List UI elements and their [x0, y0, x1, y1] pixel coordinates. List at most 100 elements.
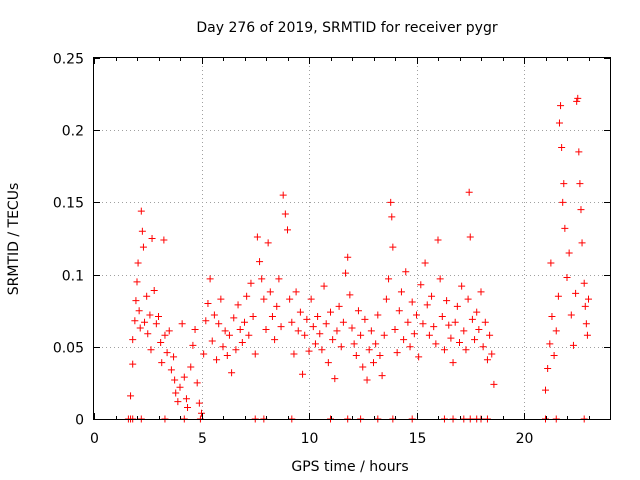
data-point	[241, 318, 248, 326]
data-point	[327, 308, 334, 316]
data-point	[372, 340, 380, 348]
data-point	[361, 315, 369, 323]
data-point	[548, 312, 556, 320]
data-point	[367, 327, 375, 335]
data-point	[195, 399, 203, 407]
data-point	[129, 360, 137, 368]
data-point	[150, 286, 158, 294]
data-point	[135, 307, 143, 315]
data-point	[559, 198, 567, 206]
data-point	[219, 343, 227, 351]
data-point	[585, 295, 592, 303]
data-point	[408, 298, 416, 306]
data-point	[354, 307, 362, 315]
data-point	[544, 364, 552, 372]
x-tick-label: 5	[198, 431, 207, 447]
data-point	[213, 356, 221, 364]
data-point	[453, 302, 461, 310]
data-point	[380, 331, 388, 339]
data-point	[582, 320, 590, 328]
data-point	[307, 295, 315, 303]
data-point	[238, 338, 246, 346]
data-point	[430, 323, 438, 331]
data-point	[490, 380, 498, 388]
data-point	[578, 239, 586, 247]
data-point	[473, 308, 481, 316]
y-tick-label: 0.1	[62, 269, 84, 285]
y-tick-label: 0.2	[62, 124, 84, 140]
data-point	[580, 279, 588, 287]
data-point	[419, 320, 427, 328]
data-point	[464, 295, 472, 303]
data-point	[471, 336, 479, 344]
data-point	[210, 311, 218, 319]
data-point	[567, 311, 575, 319]
data-point	[148, 235, 156, 242]
data-point	[583, 331, 591, 339]
data-point	[477, 288, 485, 296]
data-point	[200, 350, 208, 358]
data-point	[348, 324, 356, 332]
data-point	[577, 206, 585, 214]
data-point	[174, 398, 182, 406]
data-point	[141, 318, 149, 326]
data-point	[262, 325, 270, 333]
data-point	[230, 314, 238, 322]
data-point	[574, 94, 582, 102]
data-point	[387, 198, 395, 206]
data-point	[281, 210, 289, 218]
data-point	[393, 349, 401, 357]
data-point	[176, 383, 184, 391]
data-point	[182, 395, 190, 403]
data-point	[206, 275, 214, 283]
data-point	[275, 275, 283, 283]
data-point	[329, 336, 337, 344]
data-point	[253, 233, 261, 241]
data-point	[339, 318, 347, 326]
data-point	[404, 318, 412, 326]
data-point	[554, 292, 562, 300]
data-point	[146, 311, 154, 319]
data-point	[388, 213, 396, 221]
data-point	[268, 312, 276, 320]
data-point	[456, 338, 463, 346]
data-point	[180, 373, 188, 381]
axis-ticks: 0 0.05 0.1 0.15 0.2 0.25 0 5 10 15 20	[53, 52, 610, 447]
data-point	[389, 243, 397, 251]
data-point	[547, 259, 555, 267]
data-point	[294, 327, 302, 335]
data-point	[305, 347, 313, 355]
data-point	[402, 268, 410, 276]
data-point	[284, 226, 291, 234]
data-point	[488, 350, 496, 358]
data-point	[225, 331, 233, 339]
data-point	[365, 346, 373, 354]
data-point	[417, 281, 425, 289]
data-point	[576, 180, 584, 188]
x-tick-label: 10	[301, 431, 319, 447]
data-point	[236, 325, 244, 333]
chart-title: Day 276 of 2019, SRMTID for receiver pyg…	[196, 20, 497, 36]
data-point	[436, 275, 444, 283]
data-point	[434, 236, 442, 244]
data-point	[572, 289, 580, 297]
data-point	[245, 331, 253, 339]
x-tick-label: 0	[90, 431, 99, 447]
data-point	[573, 97, 581, 105]
data-point	[129, 336, 137, 344]
data-point	[303, 315, 311, 323]
data-point	[266, 288, 274, 296]
data-point	[178, 320, 186, 328]
data-point	[438, 312, 446, 320]
data-point	[555, 119, 563, 127]
data-point	[165, 327, 173, 335]
data-point	[204, 299, 212, 307]
data-point	[191, 325, 199, 333]
data-point	[363, 376, 371, 384]
data-point	[445, 321, 453, 329]
data-point	[158, 359, 166, 367]
data-point	[333, 327, 341, 335]
data-point	[443, 297, 451, 305]
data-point	[157, 338, 165, 346]
data-point	[137, 207, 145, 215]
